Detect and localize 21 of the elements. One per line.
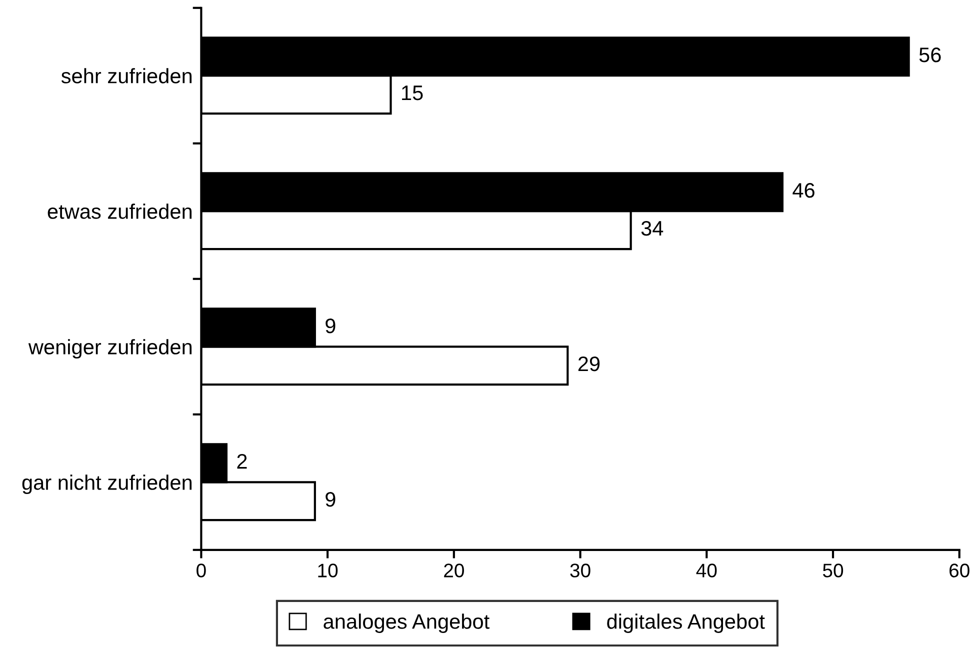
x-tick-label: 10 bbox=[318, 564, 338, 578]
x-tick-label: 20 bbox=[444, 564, 464, 578]
x-tick-label: 60 bbox=[950, 564, 970, 578]
x-tick-label: 50 bbox=[822, 564, 844, 578]
data-label: 15 bbox=[402, 86, 423, 100]
data-label: 56 bbox=[919, 48, 941, 62]
data-label: 9 bbox=[326, 492, 336, 507]
x-tick-label: 30 bbox=[570, 564, 590, 578]
legend-label: analoges Angebot bbox=[324, 614, 490, 634]
y-tick-label: etwas zufrieden bbox=[48, 204, 192, 219]
data-label: 46 bbox=[792, 183, 814, 198]
data-label: 29 bbox=[578, 356, 600, 372]
x-tick-label: 0 bbox=[196, 564, 206, 578]
x-tick-label: 40 bbox=[696, 564, 717, 578]
legend-label: digitales Angebot bbox=[607, 614, 765, 634]
data-label: 34 bbox=[641, 220, 664, 236]
y-tick-label: sehr zufrieden bbox=[61, 68, 192, 84]
data-label: 9 bbox=[326, 318, 336, 334]
y-tick-label: gar nicht zufrieden bbox=[22, 474, 192, 494]
data-label: 2 bbox=[237, 454, 247, 469]
y-tick-label: weniger zufrieden bbox=[28, 339, 192, 359]
